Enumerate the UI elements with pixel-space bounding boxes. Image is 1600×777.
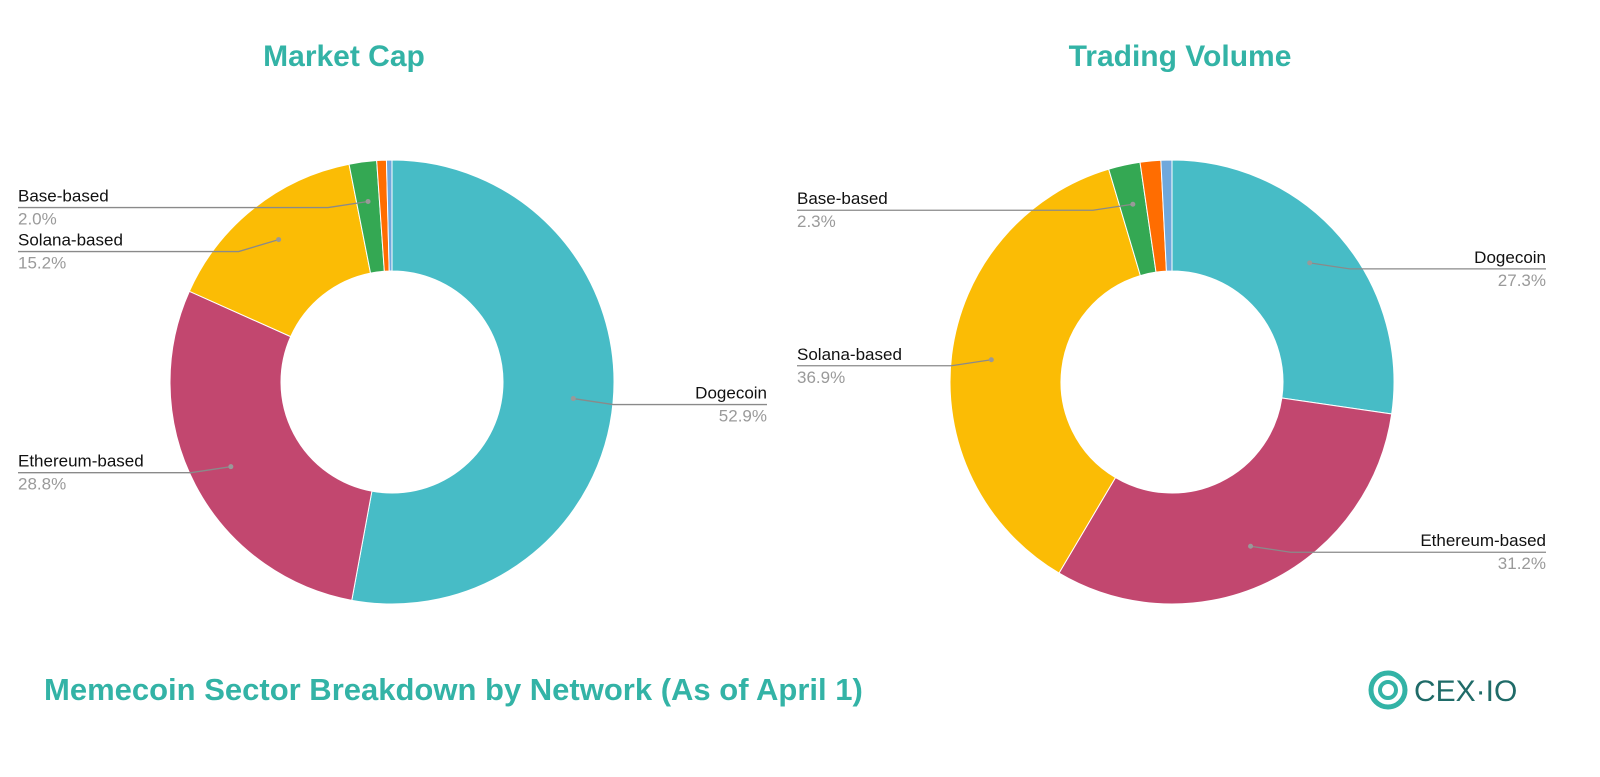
logo-text: CEX·IO	[1414, 675, 1517, 708]
leader-dot	[1130, 201, 1136, 207]
leader-dot	[1248, 543, 1254, 549]
slice-label: Dogecoin	[1474, 248, 1546, 267]
slice	[1058, 397, 1393, 605]
slice-value: 28.8%	[18, 475, 66, 494]
page-title: Memecoin Sector Breakdown by Network (As…	[44, 672, 863, 707]
slice-label: Dogecoin	[695, 384, 767, 403]
leader-dot	[365, 199, 371, 205]
leader-line	[573, 397, 767, 406]
slice-label: Ethereum-based	[18, 452, 144, 471]
slice-value: 36.9%	[797, 368, 845, 387]
slice-label: Solana-based	[797, 345, 902, 364]
leader-line	[797, 359, 992, 367]
leader-line	[797, 203, 1133, 211]
chart-title: Market Cap	[263, 40, 425, 73]
slice-value: 52.9%	[719, 407, 767, 426]
slice	[1171, 159, 1395, 415]
leader-dot	[570, 396, 576, 402]
logo-icon	[1368, 670, 1408, 710]
leader-line	[18, 200, 369, 209]
slice-label: Base-based	[797, 189, 888, 208]
slice-value: 2.0%	[18, 210, 57, 229]
slice	[351, 159, 615, 605]
slice-label: Base-based	[18, 187, 109, 206]
leader-line	[1250, 545, 1546, 553]
leader-dot	[276, 237, 282, 243]
slice	[949, 168, 1141, 574]
leader-line	[1309, 262, 1546, 270]
slice-value: 27.3%	[1498, 271, 1546, 290]
slice	[1160, 159, 1173, 272]
leader-line	[18, 466, 231, 474]
slice	[169, 290, 373, 601]
slice	[385, 159, 393, 272]
slice-label: Ethereum-based	[1420, 531, 1546, 550]
chart-title: Trading Volume	[1069, 40, 1292, 73]
leader-dot	[988, 357, 994, 363]
slice-value: 15.2%	[18, 254, 66, 273]
leader-dot	[1307, 260, 1313, 266]
slice-value: 2.3%	[797, 212, 836, 231]
logo-icon	[1378, 680, 1398, 700]
slice-value: 31.2%	[1498, 554, 1546, 573]
leader-dot	[228, 464, 234, 470]
logo: CEX·IO	[1368, 670, 1517, 710]
slice-label: Solana-based	[18, 231, 123, 250]
leader-line	[18, 238, 279, 253]
